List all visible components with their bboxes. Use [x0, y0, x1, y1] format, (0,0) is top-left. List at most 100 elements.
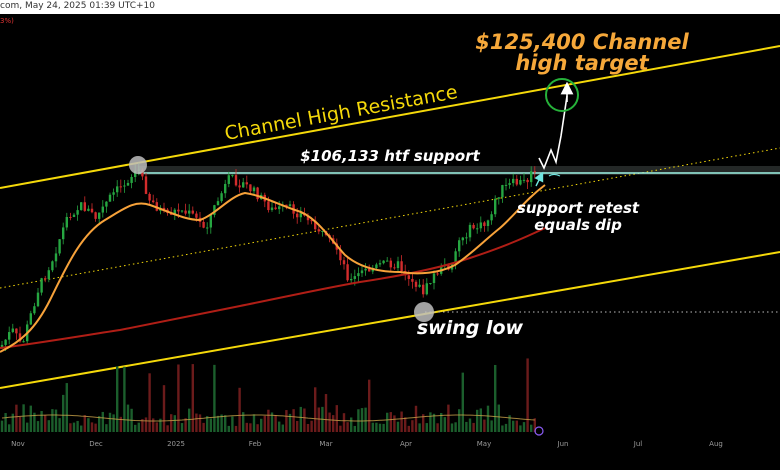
volume-bar — [310, 420, 313, 432]
candle-body — [54, 253, 58, 262]
target-label-line1: $125,400 Channel — [475, 30, 689, 54]
candle-body — [188, 210, 191, 214]
candle-body — [414, 281, 418, 287]
candle-body — [378, 263, 382, 265]
volume-bar — [98, 416, 101, 432]
volume-bar — [54, 409, 58, 432]
volume-bar — [206, 416, 209, 432]
volume-bar — [119, 416, 122, 432]
volume-bar — [72, 422, 76, 432]
volume-bar — [378, 423, 382, 432]
volume-bar — [324, 394, 328, 432]
candle-body — [177, 209, 180, 212]
volume-bar — [245, 422, 248, 432]
candle-body — [382, 260, 385, 264]
volume-bar — [508, 415, 511, 432]
volume-bar — [458, 409, 461, 432]
volume-bar — [252, 414, 256, 432]
candle-body — [249, 184, 252, 192]
volume-bar — [116, 366, 119, 432]
candle-body — [206, 227, 209, 229]
candle-body — [508, 183, 511, 185]
volume-bar — [231, 416, 234, 432]
volume-bar — [519, 425, 522, 432]
resistance-touch-marker — [129, 156, 147, 174]
volume-bar — [209, 418, 212, 432]
price-change-tag: 3%) — [0, 17, 14, 25]
candle-body — [368, 268, 371, 272]
candle-body — [350, 278, 353, 281]
candle-body — [184, 210, 187, 214]
candle-body — [144, 176, 148, 194]
volume-bar — [479, 408, 482, 432]
volume-bar — [198, 414, 202, 432]
candle-body — [479, 222, 482, 229]
volume-bar — [425, 423, 428, 432]
volume-bar — [407, 425, 410, 432]
x-tick-label: Nov — [11, 440, 25, 448]
candle-body — [148, 193, 151, 201]
candle-body — [310, 220, 313, 222]
sma-line — [0, 227, 546, 349]
candle-body — [386, 260, 389, 262]
volume-bar — [195, 413, 198, 432]
candle-body — [252, 187, 256, 192]
volume-bar — [137, 422, 140, 432]
volume-bar — [314, 387, 317, 432]
candle-body — [94, 212, 97, 219]
volume-bar — [447, 404, 450, 432]
candle-body — [69, 216, 72, 218]
x-tick-label: Aug — [709, 440, 723, 448]
volume-bar — [468, 418, 472, 432]
volume-bar — [15, 404, 18, 432]
candle-body — [364, 268, 367, 271]
volume-bar — [202, 422, 205, 432]
volume-bar — [526, 358, 529, 432]
volume-bar — [465, 421, 468, 432]
candle-body — [119, 186, 122, 188]
volume-bar — [263, 415, 266, 432]
volume-ma-line — [1, 414, 535, 422]
candle-body — [11, 328, 14, 333]
candle-body — [40, 278, 43, 293]
volume-bar — [112, 414, 115, 432]
candle-body — [108, 194, 112, 202]
volume-bar — [108, 412, 112, 432]
support-label: $106,133 htf support — [300, 147, 480, 165]
target-circle-icon — [545, 78, 579, 112]
volume-bar — [533, 418, 536, 432]
candle-body — [33, 306, 36, 314]
candle-body — [411, 278, 414, 282]
volume-bar — [105, 424, 108, 432]
candle-body — [162, 207, 166, 210]
candle-body — [288, 204, 292, 207]
volume-bar — [0, 420, 4, 432]
candle-body — [461, 237, 464, 241]
candle-body — [173, 209, 176, 215]
volume-bar — [342, 413, 346, 432]
retest-label-line2: equals dip — [534, 216, 622, 234]
x-tick-label: May — [477, 440, 491, 448]
channel-mid-line — [0, 147, 780, 289]
volume-bar — [494, 364, 497, 432]
volume-bar — [40, 411, 43, 432]
volume-bar — [58, 418, 61, 432]
volume-bar — [90, 422, 94, 432]
volume-bar — [360, 408, 364, 432]
candle-body — [47, 270, 50, 280]
candle-body — [393, 267, 396, 269]
candle-body — [432, 273, 436, 284]
volume-bar — [512, 420, 515, 432]
event-marker-icon — [534, 426, 544, 436]
volume-bar — [461, 372, 464, 432]
volume-bar — [162, 385, 166, 432]
volume-bar — [429, 412, 432, 432]
candle-body — [44, 278, 47, 280]
candle-body — [29, 313, 32, 325]
volume-bar — [224, 415, 227, 432]
volume-bar — [386, 412, 389, 432]
candle-body — [0, 344, 4, 348]
candle-body — [418, 284, 421, 287]
candle-body — [256, 187, 259, 200]
volume-bar — [159, 418, 162, 432]
